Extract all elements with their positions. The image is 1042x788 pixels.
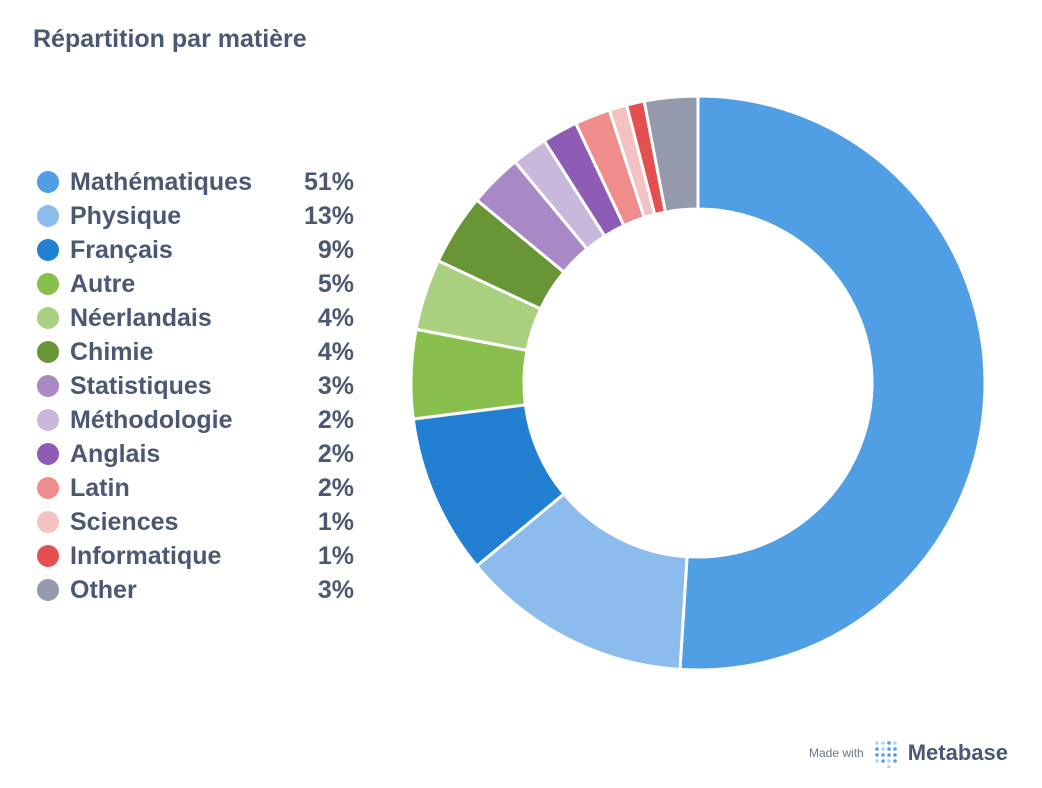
legend-swatch [37, 273, 59, 295]
legend-label: Sciences [70, 507, 179, 536]
legend-label: Mathématiques [70, 167, 252, 196]
legend-item[interactable]: Other 3% [37, 573, 357, 607]
legend-item[interactable]: Méthodologie 2% [37, 403, 357, 437]
metabase-logo-icon [874, 741, 897, 768]
legend-label: Informatique [70, 541, 222, 570]
legend-label: Méthodologie [70, 405, 233, 434]
legend-item[interactable]: Sciences 1% [37, 505, 357, 539]
legend-value: 2% [317, 405, 354, 434]
legend-value: 51% [303, 167, 354, 196]
legend-item[interactable]: Latin 2% [37, 471, 357, 505]
legend-swatch [37, 341, 59, 363]
legend-value: 4% [317, 303, 354, 332]
legend-label: Anglais [70, 439, 161, 468]
legend-item[interactable]: Statistiques 3% [37, 369, 357, 403]
legend-item[interactable]: Informatique 1% [37, 539, 357, 573]
legend-swatch [37, 307, 59, 329]
legend-value: 9% [317, 235, 354, 264]
legend-label: Physique [70, 201, 182, 230]
legend-swatch [37, 409, 59, 431]
legend-value: 3% [317, 371, 354, 400]
legend-value: 2% [317, 439, 354, 468]
legend-swatch [37, 205, 59, 227]
legend-item[interactable]: Physique 13% [37, 199, 357, 233]
legend-swatch [37, 375, 59, 397]
legend-swatch [37, 511, 59, 533]
legend-swatch [37, 545, 59, 567]
donut-slice-0[interactable] [678, 94, 987, 672]
legend-value: 5% [317, 269, 354, 298]
legend-value: 1% [317, 507, 354, 536]
legend-item[interactable]: Anglais 2% [37, 437, 357, 471]
legend-value: 3% [317, 575, 354, 604]
legend-label: Néerlandais [70, 303, 212, 332]
legend-swatch [37, 239, 59, 261]
legend-item[interactable]: Néerlandais 4% [37, 301, 357, 335]
legend-label: Statistiques [70, 371, 212, 400]
legend-swatch [37, 171, 59, 193]
legend-label: Other [70, 575, 137, 604]
legend-value: 4% [317, 337, 354, 366]
legend-item[interactable]: Autre 5% [37, 267, 357, 301]
legend-swatch [37, 579, 59, 601]
legend-value: 1% [317, 541, 354, 570]
legend-value: 2% [317, 473, 354, 502]
chart-title: Répartition par matière [33, 25, 307, 53]
legend-item[interactable]: Chimie 4% [37, 335, 357, 369]
legend-item[interactable]: Français 9% [37, 233, 357, 267]
legend-swatch [37, 477, 59, 499]
legend-label: Latin [70, 473, 130, 502]
metabase-brand-text: Metabase [907, 740, 1008, 765]
legend-value: 13% [303, 201, 354, 230]
legend-swatch [37, 443, 59, 465]
legend-label: Français [70, 235, 173, 264]
donut-slice-12[interactable] [642, 94, 700, 214]
legend-label: Autre [70, 269, 136, 298]
legend-label: Chimie [70, 337, 154, 366]
made-with-metabase[interactable]: Made with Metabase [809, 738, 1008, 768]
made-with-text: Made with [809, 746, 864, 760]
chart-legend: Mathématiques 51% Physique 13% Français 9% Aut… [37, 165, 357, 607]
legend-item[interactable]: Mathématiques 51% [37, 165, 357, 199]
